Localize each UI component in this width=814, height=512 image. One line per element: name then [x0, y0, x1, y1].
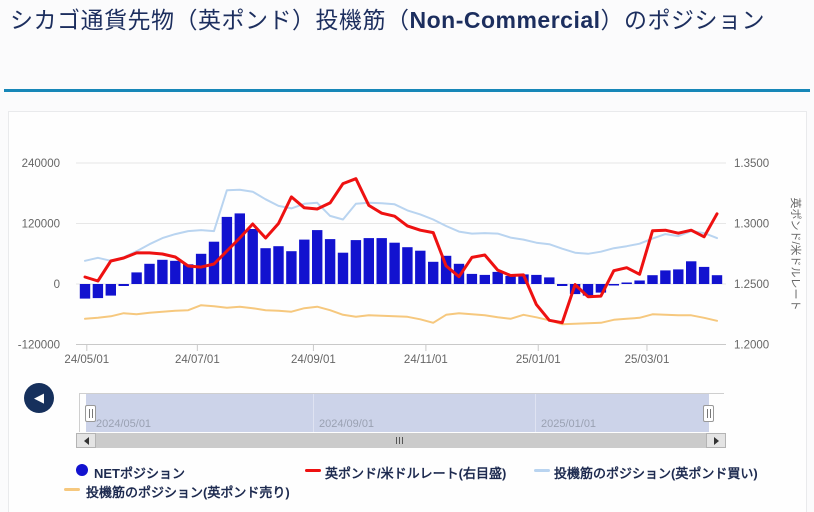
svg-text:24/09/01: 24/09/01	[291, 354, 336, 366]
page-title-highlight: Non-Commercial	[409, 7, 601, 33]
legend-item-long[interactable]: 投機筋のポジション(英ポンド買い)	[554, 466, 758, 481]
scrollbar-right-arrow-icon	[713, 436, 719, 445]
svg-text:25/03/01: 25/03/01	[625, 354, 670, 366]
title-underline	[4, 89, 810, 92]
legend-marker-rate-icon	[305, 469, 321, 472]
svg-text:1.2000: 1.2000	[734, 340, 769, 352]
gbp-usd-rate-line	[83, 177, 719, 325]
scrollbar-left-arrow-icon	[83, 436, 89, 445]
svg-text:24/11/01: 24/11/01	[404, 354, 448, 366]
navigator-range-band[interactable]: 2024/05/01 2024/09/01 2025/01/01	[86, 394, 709, 432]
page-title-post: ）のポジション	[600, 7, 766, 33]
svg-text:240000: 240000	[22, 158, 60, 170]
svg-text:24/05/01: 24/05/01	[64, 354, 109, 366]
navigator-gridline	[313, 394, 314, 432]
navigator-right-handle[interactable]	[703, 405, 714, 422]
page-title-pre: シカゴ通貨先物（英ポンド）投機筋（	[10, 7, 410, 33]
navigator-label-3: 2025/01/01	[541, 418, 597, 430]
scroll-back-button[interactable]: ◀	[24, 383, 54, 413]
short-position-line	[84, 304, 718, 326]
positions-chart: 240000 1.3500 120000 1.3000 0 1.2500 -120000 1.…	[18, 158, 803, 366]
right-axis-title: 英ポンド/米ドルレート	[789, 197, 803, 310]
long-position-line	[84, 188, 718, 262]
legend-item-net[interactable]: NETポジション	[94, 466, 186, 481]
svg-text:24/07/01: 24/07/01	[175, 354, 220, 366]
legend-item-short[interactable]: 投機筋のポジション(英ポンド売り)	[86, 485, 290, 500]
navigator-axis-line	[79, 394, 80, 432]
navigator-top-line	[79, 393, 724, 394]
scrollbar-grip-icon[interactable]	[396, 437, 403, 444]
legend-item-rate[interactable]: 英ポンド/米ドルレート(右目盛)	[325, 466, 507, 481]
legend-marker-short-icon	[64, 488, 80, 491]
legend-marker-long-icon	[534, 469, 550, 472]
svg-text:-120000: -120000	[18, 340, 60, 352]
scrollbar-right-button[interactable]	[706, 433, 726, 448]
navigator-label-2: 2024/09/01	[319, 418, 375, 430]
navigator-gridline	[535, 394, 536, 432]
scrollbar-left-button[interactable]	[76, 433, 96, 448]
svg-text:1.3500: 1.3500	[734, 158, 769, 170]
navigator-left-handle[interactable]	[85, 405, 96, 422]
chart-container: 240000 1.3500 120000 1.3000 0 1.2500 -120000 1.…	[8, 111, 807, 512]
svg-text:1.2500: 1.2500	[734, 279, 769, 291]
svg-text:25/01/01: 25/01/01	[516, 354, 561, 366]
page-title: シカゴ通貨先物（英ポンド）投機筋（Non-Commercial）のポジション	[10, 0, 804, 40]
navigator-label-1: 2024/05/01	[96, 418, 152, 430]
svg-text:1.3000: 1.3000	[734, 219, 769, 231]
svg-text:120000: 120000	[22, 219, 60, 231]
back-arrow-icon: ◀	[34, 390, 44, 405]
chart-scrollbar[interactable]	[76, 433, 726, 448]
legend-marker-net-icon	[76, 464, 88, 476]
x-axis: 24/05/01 24/07/01 24/09/01 24/11/01 25/01/01…	[64, 344, 726, 366]
svg-text:0: 0	[54, 279, 60, 291]
